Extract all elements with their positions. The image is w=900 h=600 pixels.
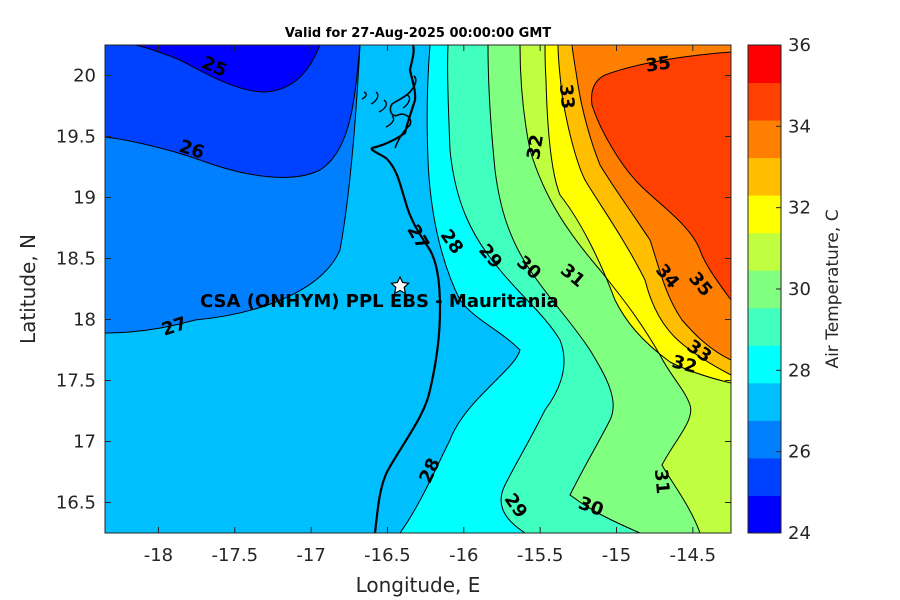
colorbar-swatch (748, 157, 781, 196)
station-label: CSA (ONHYM) PPL EBS - Mauritania (200, 291, 559, 312)
y-tick-label: 17.5 (56, 371, 96, 392)
colorbar-swatch (748, 232, 781, 271)
colorbar-tick-label: 26 (788, 442, 811, 463)
colorbar-swatch (748, 120, 781, 159)
y-axis-label: Latitude, N (16, 234, 40, 344)
y-tick-label: 18.5 (56, 249, 96, 270)
isotherm-34 (571, 45, 731, 361)
band-35-36 (591, 52, 731, 300)
colorbar-swatch (748, 195, 781, 234)
station-marker (390, 275, 410, 295)
isotherm-33 (557, 45, 731, 376)
colorbar-tick-label: 36 (788, 35, 811, 56)
y-tick-label: 17 (73, 432, 96, 453)
y-tick-label: 18 (73, 310, 96, 331)
x-tick-label: -18 (144, 545, 173, 566)
isotherm-28 (399, 45, 521, 533)
isotherm-26 (105, 45, 361, 178)
x-tick-label: -16.5 (364, 545, 411, 566)
x-tick-label: -15 (602, 545, 631, 566)
colorbar-tick-label: 30 (788, 279, 811, 300)
band-24-25 (135, 45, 320, 92)
colorbar-swatch (748, 45, 781, 84)
colorbar-swatch (748, 457, 781, 496)
x-axis: -18 -17.5 -17 -16.5 -16 -15.5 -15 -14.5 (144, 45, 716, 566)
contour-label: 32 (523, 133, 548, 161)
colorbar-tick-label: 28 (788, 360, 811, 381)
y-tick-label: 20 (73, 66, 96, 87)
contour-label: 31 (650, 468, 673, 495)
coastline (370, 45, 442, 533)
y-axis: 20 19.5 19 18.5 18 17.5 17 16.5 (56, 66, 731, 514)
isotherm-32 (544, 45, 731, 384)
isotherm-27 (105, 45, 361, 334)
y-tick-label: 19 (73, 188, 96, 209)
colorbar-swatch (748, 420, 781, 459)
y-tick-label: 16.5 (56, 493, 96, 514)
colorbar-swatch (748, 82, 781, 121)
colorbar: 24 26 28 30 32 34 36 (747, 35, 811, 544)
colorbar-swatch (748, 345, 781, 384)
y-tick-label: 19.5 (56, 127, 96, 148)
colorbar-tick-label: 32 (788, 198, 811, 219)
map-title: Valid for 27-Aug-2025 00:00:00 GMT (285, 26, 551, 41)
x-tick-label: -17 (296, 545, 325, 566)
isotherm-31 (519, 45, 701, 533)
colorbar-swatch (748, 270, 781, 309)
contour-lines (105, 45, 731, 533)
x-tick-label: -16 (449, 545, 478, 566)
contour-label: 33 (555, 83, 578, 110)
isotherm-35 (591, 51, 731, 301)
colorbar-swatch (748, 307, 781, 346)
isotherm-30 (487, 45, 641, 533)
isotherm-25 (134, 45, 321, 93)
star-icon (390, 275, 410, 295)
x-tick-label: -17.5 (211, 545, 258, 566)
plot-frame (104, 44, 732, 534)
coastline-islands (361, 91, 411, 128)
isotherm-29 (447, 45, 565, 533)
contour-label: 35 (644, 52, 672, 76)
colorbar-tick-label: 34 (788, 116, 811, 137)
coastline-inlet (389, 75, 417, 149)
colorbar-swatch (748, 382, 781, 421)
colorbar-tick-label: 24 (788, 523, 811, 544)
temperature-map: 25 26 27 27 28 29 30 31 32 33 34 35 35 3… (105, 45, 731, 533)
x-tick-label: -15.5 (517, 545, 564, 566)
colorbar-label: Air Temperature, C (823, 209, 843, 368)
x-axis-label: Longitude, E (356, 573, 481, 597)
colorbar-swatch (748, 495, 781, 534)
x-tick-label: -14.5 (670, 545, 717, 566)
